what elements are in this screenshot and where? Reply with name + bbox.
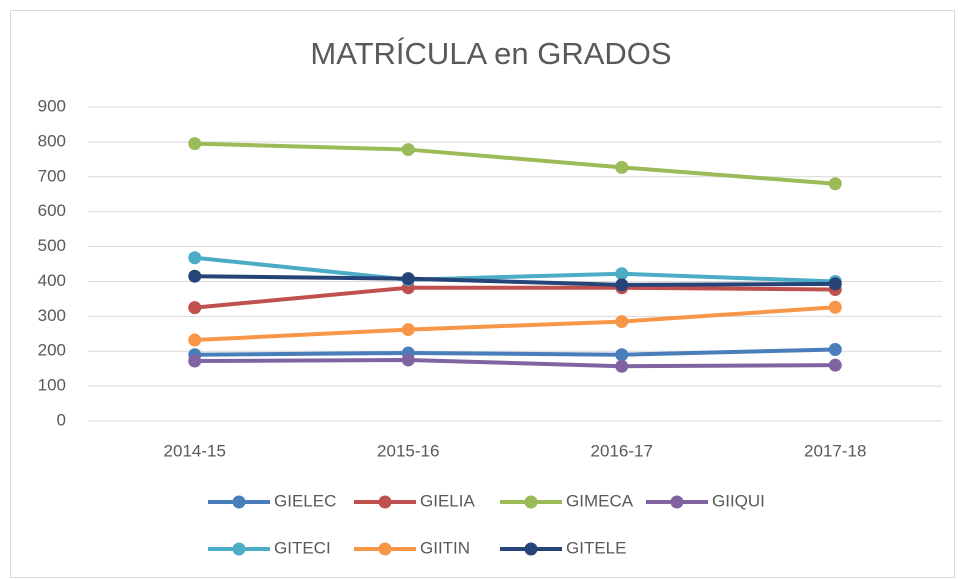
point — [615, 278, 629, 292]
legend-label: GITECI — [274, 538, 331, 557]
y-tick-label: 900 — [38, 96, 66, 115]
y-tick-label: 500 — [38, 236, 66, 255]
legend-marker — [378, 495, 392, 509]
point — [188, 354, 202, 368]
x-tick-label: 2017-18 — [804, 441, 866, 460]
point — [615, 267, 629, 281]
point — [615, 359, 629, 373]
chart-title: MATRÍCULA en GRADOS — [310, 36, 671, 71]
point — [828, 300, 842, 314]
point — [401, 323, 415, 337]
series-line — [194, 357, 836, 369]
chart-border — [10, 10, 955, 578]
point — [401, 272, 415, 286]
legend-label: GIIQUI — [712, 491, 765, 510]
series-line — [194, 347, 836, 357]
y-tick-label: 800 — [38, 131, 66, 150]
point — [828, 358, 842, 372]
legend-marker — [524, 495, 538, 509]
legend-marker — [670, 495, 684, 509]
point — [615, 160, 629, 174]
y-tick-label: 0 — [57, 410, 66, 429]
point — [828, 177, 842, 191]
point — [188, 269, 202, 283]
point — [615, 315, 629, 329]
point — [615, 348, 629, 362]
legend-marker — [232, 495, 246, 509]
legend-label: GIELIA — [420, 491, 475, 510]
series-line — [194, 255, 836, 284]
legend-label: GIITIN — [420, 538, 470, 557]
legend-marker — [232, 542, 246, 556]
y-tick-label: 300 — [38, 306, 66, 325]
legend-label: GITELE — [566, 538, 626, 557]
y-tick-label: 700 — [38, 166, 66, 185]
series-line — [194, 274, 836, 287]
point — [401, 143, 415, 157]
y-tick-label: 100 — [38, 376, 66, 395]
x-tick-label: 2016-17 — [591, 441, 653, 460]
point — [188, 333, 202, 347]
x-tick-label: 2014-15 — [164, 441, 226, 460]
legend-marker — [524, 542, 538, 556]
series-line — [194, 285, 836, 310]
y-tick-label: 400 — [38, 271, 66, 290]
x-tick-label: 2015-16 — [377, 441, 439, 460]
y-tick-label: 200 — [38, 341, 66, 360]
point — [828, 342, 842, 356]
point — [401, 353, 415, 367]
point — [188, 251, 202, 265]
point — [188, 301, 202, 315]
point — [188, 137, 202, 151]
legend-marker — [378, 542, 392, 556]
legend-label: GIMECA — [566, 491, 634, 510]
point — [828, 277, 842, 291]
series-line — [194, 305, 836, 343]
legend-label: GIELEC — [274, 491, 336, 510]
y-tick-label: 600 — [38, 201, 66, 220]
series-line — [194, 141, 836, 186]
